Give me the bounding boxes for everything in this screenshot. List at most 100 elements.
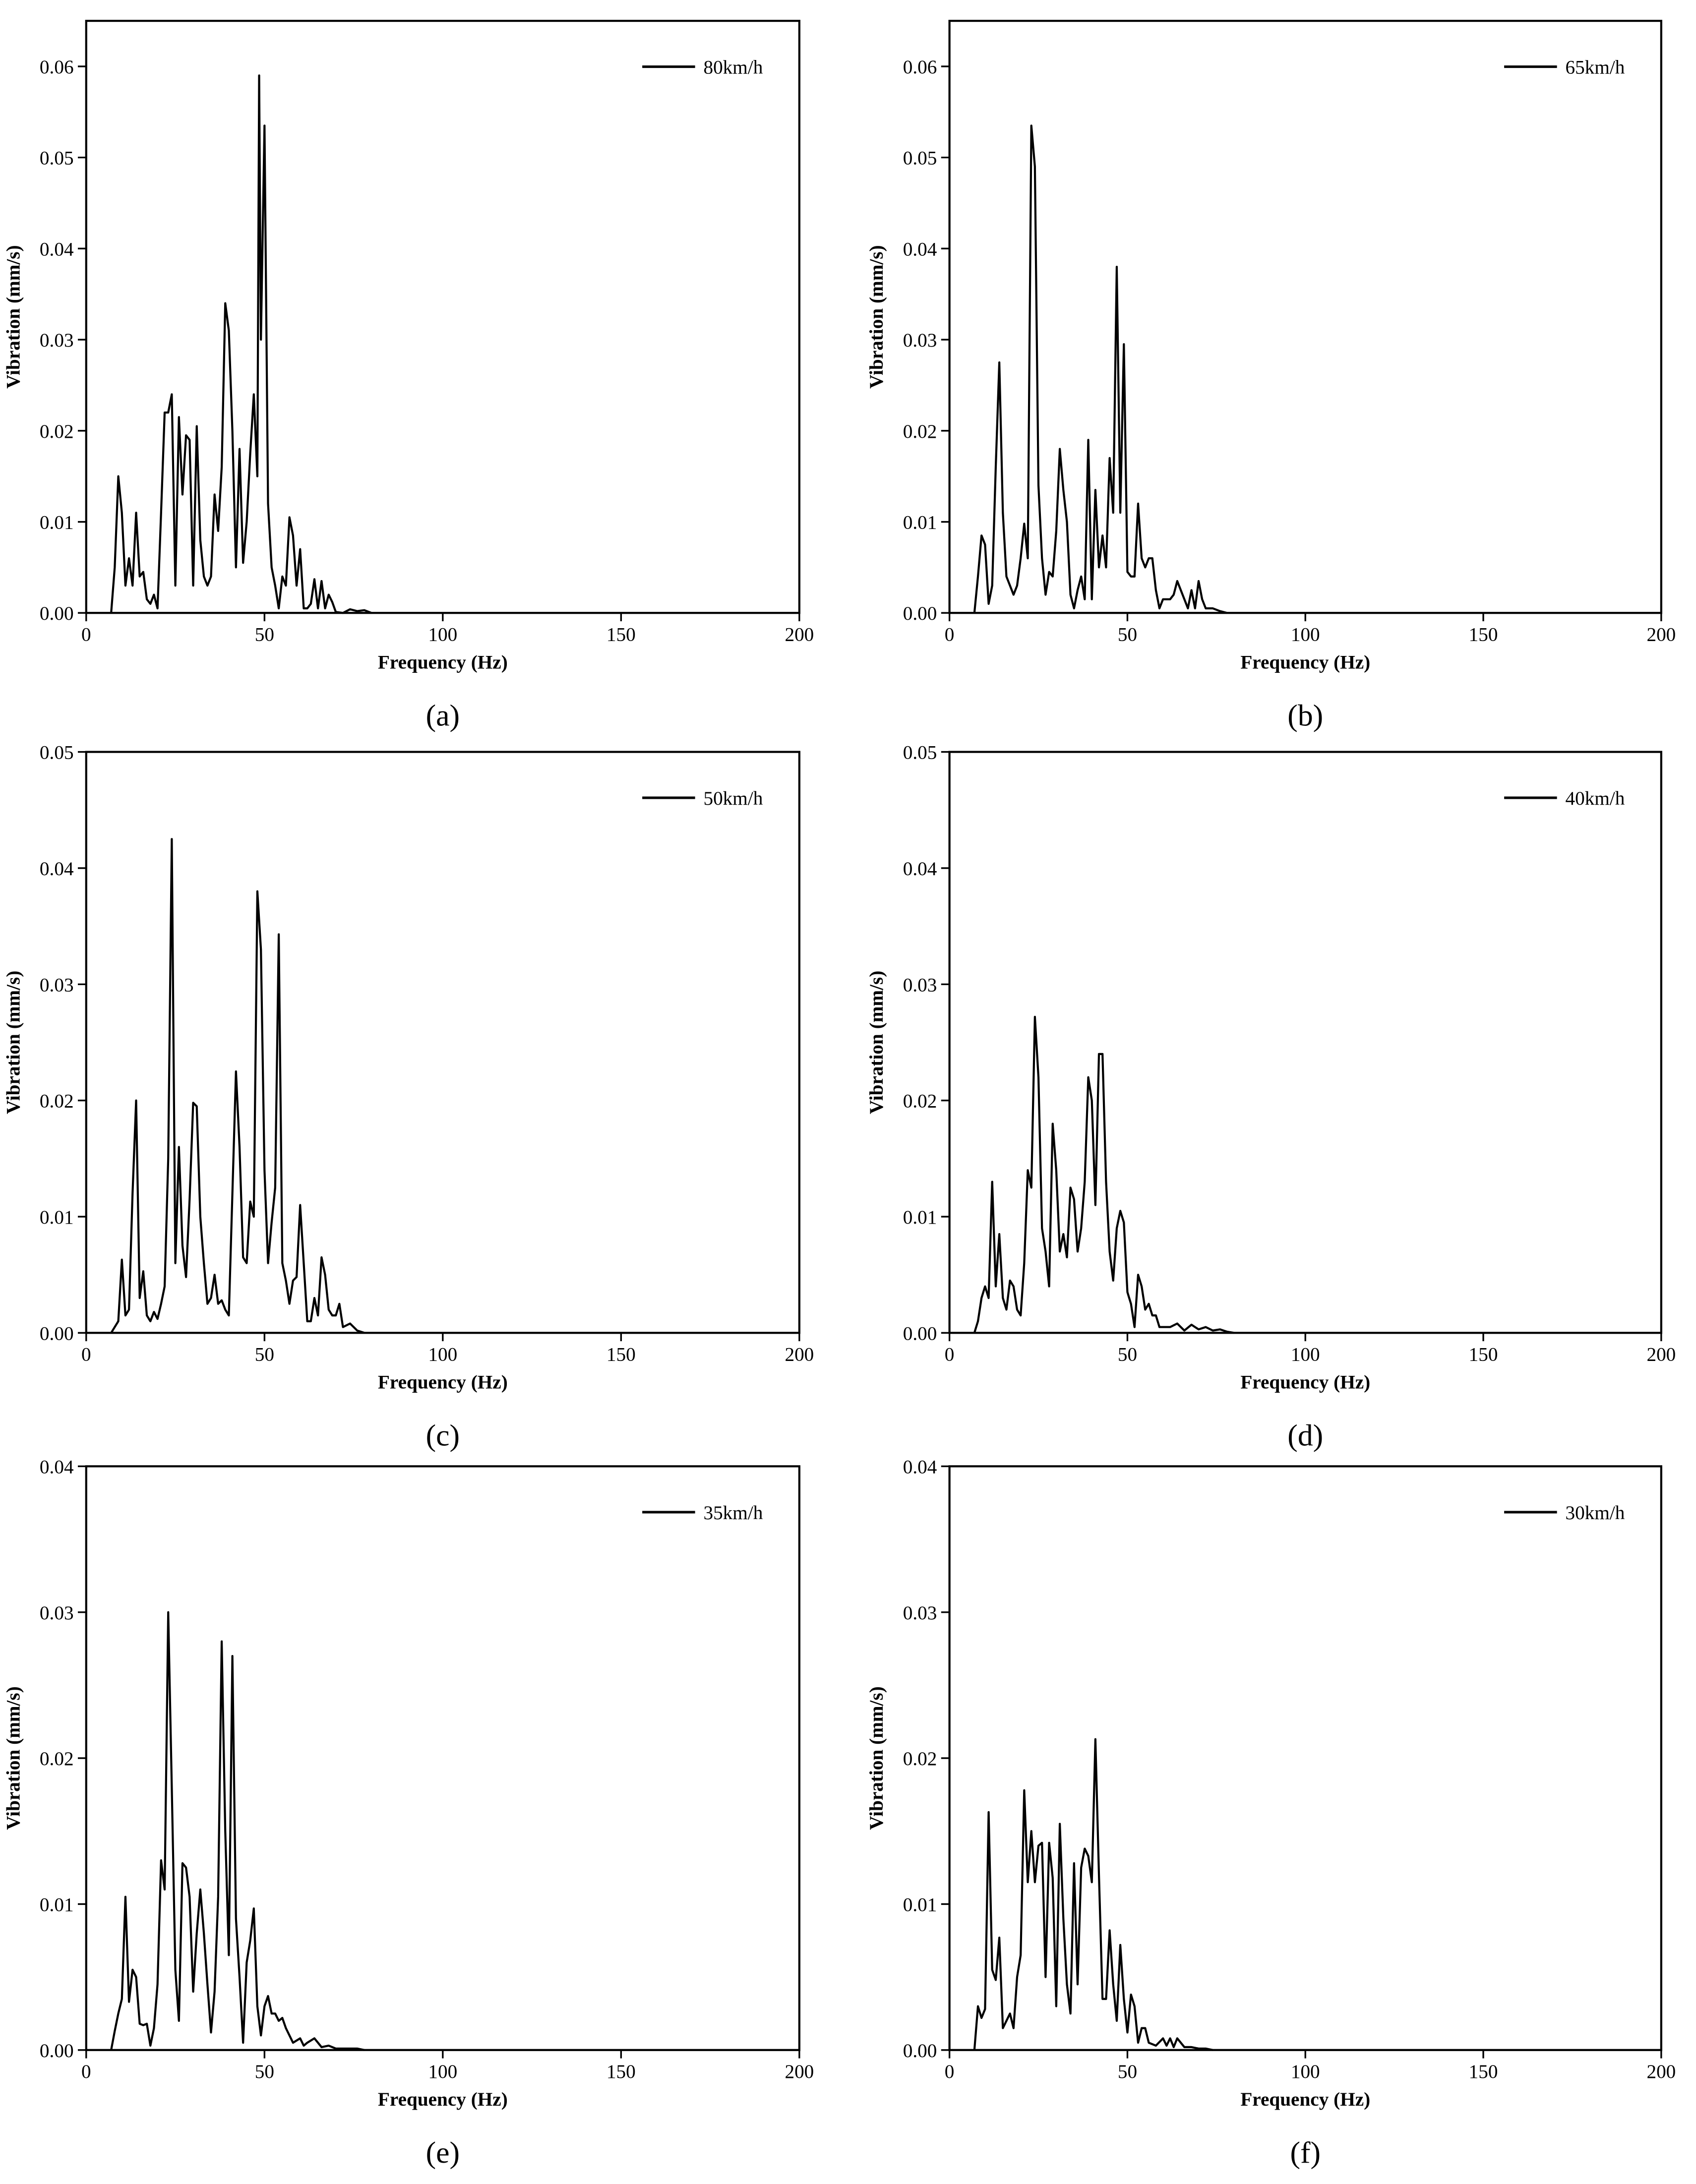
y-tick-label: 0.04 [40, 858, 74, 880]
x-tick-label: 0 [81, 1344, 91, 1365]
x-tick-label: 50 [255, 2061, 274, 2082]
y-tick-label: 0.02 [903, 421, 937, 442]
x-axis-label: Frequency (Hz) [1240, 1371, 1370, 1393]
y-tick-label: 0.00 [40, 1323, 74, 1344]
axes-frame [948, 19, 1662, 614]
legend-label: 30km/h [1565, 1502, 1625, 1524]
chart-panel: 0 50 100 150 200 0.00 0.01 0.02 0.03 0.04 0.05 0.06… [2, 19, 814, 732]
y-tick-label: 0.06 [903, 57, 937, 78]
x-tick-label: 150 [606, 624, 636, 645]
y-tick-label: 0.03 [40, 974, 74, 996]
legend-label: 50km/h [703, 788, 763, 809]
x-axis-label: Frequency (Hz) [1240, 2089, 1370, 2110]
y-tick-label: 0.06 [40, 57, 74, 78]
y-tick-label: 0.04 [40, 1456, 74, 1477]
panel-caption: (a) [426, 699, 460, 732]
x-tick-label: 150 [1469, 624, 1498, 645]
y-tick-label: 0.05 [40, 742, 74, 764]
x-tick-label: 0 [945, 1344, 955, 1365]
y-axis-label: Vibration (mm/s) [866, 971, 887, 1115]
chart-panel: 0 50 100 150 200 0.00 0.01 0.02 0.03 0.04 0.05 0.06… [866, 19, 1676, 732]
x-tick-label: 50 [1118, 2061, 1137, 2082]
x-tick-label: 200 [785, 624, 814, 645]
x-tick-label: 200 [785, 2061, 814, 2082]
y-tick-label: 0.02 [903, 1748, 937, 1770]
y-tick-label: 0.00 [903, 2040, 937, 2062]
y-tick-label: 0.00 [903, 603, 937, 624]
chart-panel: 0 50 100 150 200 0.00 0.01 0.02 0.03 0.04 30km/h Fr… [866, 1456, 1676, 2169]
y-tick-label: 0.01 [40, 1894, 74, 1915]
y-tick-label: 0.01 [903, 1894, 937, 1915]
x-tick-label: 0 [945, 2061, 955, 2082]
y-tick-label: 0.02 [40, 421, 74, 442]
y-axis-label: Vibration (mm/s) [2, 245, 24, 389]
data-line [110, 1611, 365, 2051]
chart-panel: 0 50 100 150 200 0.00 0.01 0.02 0.03 0.04 0.05 40km… [866, 742, 1676, 1453]
y-tick-label: 0.01 [903, 1207, 937, 1228]
y-tick-label: 0.01 [40, 1207, 74, 1228]
x-tick-label: 150 [606, 1344, 636, 1365]
x-tick-label: 50 [1118, 1344, 1137, 1365]
y-tick-label: 0.00 [40, 2040, 74, 2062]
data-line [110, 838, 365, 1334]
data-line [973, 1738, 1213, 2051]
x-axis-label: Frequency (Hz) [378, 2089, 508, 2110]
x-tick-label: 200 [1646, 2061, 1676, 2082]
panel-caption: (d) [1287, 1418, 1323, 1452]
x-axis-label: Frequency (Hz) [378, 1371, 508, 1393]
x-tick-label: 50 [255, 1344, 274, 1365]
x-tick-label: 100 [428, 1344, 457, 1365]
x-tick-label: 50 [255, 624, 274, 645]
x-tick-label: 150 [606, 2061, 636, 2082]
x-tick-label: 150 [1469, 2061, 1498, 2082]
panel-caption: (c) [426, 1418, 460, 1452]
x-tick-label: 200 [1646, 624, 1676, 645]
legend-label: 35km/h [703, 1502, 763, 1524]
y-tick-label: 0.00 [40, 603, 74, 624]
data-line [110, 74, 372, 614]
x-tick-label: 100 [1291, 2061, 1320, 2082]
y-tick-label: 0.04 [903, 1456, 937, 1477]
y-tick-label: 0.03 [40, 1602, 74, 1624]
y-tick-label: 0.02 [40, 1091, 74, 1112]
x-tick-label: 0 [81, 2061, 91, 2082]
x-tick-label: 100 [1291, 1344, 1320, 1365]
y-tick-label: 0.03 [903, 330, 937, 351]
y-tick-label: 0.05 [903, 742, 937, 764]
y-tick-label: 0.01 [40, 512, 74, 533]
legend-label: 80km/h [703, 57, 763, 78]
data-line [973, 124, 1227, 614]
axes-frame [85, 751, 800, 1334]
panel-caption: (f) [1290, 2136, 1321, 2170]
y-tick-label: 0.01 [903, 512, 937, 533]
panel-caption: (b) [1287, 699, 1323, 732]
axes-frame [85, 19, 800, 614]
x-tick-label: 150 [1469, 1344, 1498, 1365]
data-line [973, 1015, 1235, 1334]
x-tick-label: 0 [81, 624, 91, 645]
y-tick-label: 0.04 [40, 238, 74, 260]
axes-frame [85, 1465, 800, 2051]
x-tick-label: 0 [945, 624, 955, 645]
y-axis-label: Vibration (mm/s) [866, 245, 887, 389]
y-tick-label: 0.03 [903, 974, 937, 996]
x-tick-label: 100 [428, 2061, 457, 2082]
x-tick-label: 200 [1646, 1344, 1676, 1365]
x-tick-label: 50 [1118, 624, 1137, 645]
y-tick-label: 0.02 [903, 1091, 937, 1112]
x-tick-label: 100 [1291, 624, 1320, 645]
x-tick-label: 100 [428, 624, 457, 645]
legend-label: 40km/h [1565, 788, 1625, 809]
y-tick-label: 0.04 [903, 238, 937, 260]
y-axis-label: Vibration (mm/s) [866, 1686, 887, 1830]
y-tick-label: 0.00 [903, 1323, 937, 1344]
y-tick-label: 0.05 [40, 148, 74, 169]
axes-frame [948, 1465, 1662, 2051]
y-tick-label: 0.03 [903, 1602, 937, 1624]
chart-panel: 0 50 100 150 200 0.00 0.01 0.02 0.03 0.04 0.05 50km… [2, 742, 814, 1453]
y-tick-label: 0.04 [903, 858, 937, 880]
y-axis-label: Vibration (mm/s) [2, 1686, 24, 1830]
axes-frame [948, 751, 1662, 1334]
panel-caption: (e) [426, 2136, 460, 2170]
